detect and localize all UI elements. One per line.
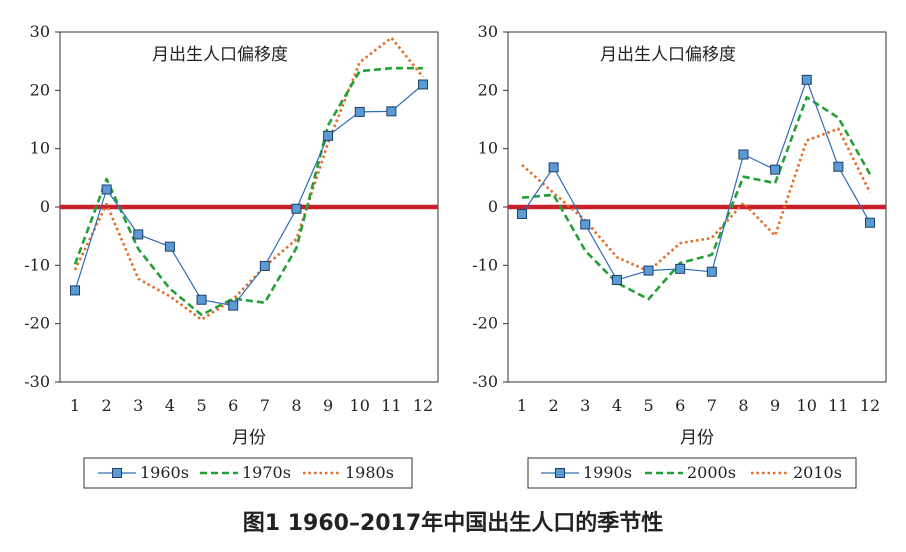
series-line-1960s bbox=[74, 84, 424, 307]
data-point-1960s bbox=[133, 229, 144, 240]
x-tick-label: 9 bbox=[770, 396, 780, 415]
data-point-1960s bbox=[101, 184, 112, 195]
x-tick-label: 8 bbox=[291, 396, 301, 415]
series-line-1970s bbox=[73, 66, 423, 317]
data-point-1990s bbox=[865, 217, 875, 228]
data-point-1990s bbox=[738, 149, 749, 160]
x-tick-label: 4 bbox=[165, 396, 175, 415]
y-tick-label: 10 bbox=[478, 139, 498, 158]
chart-title: 月出生人口偏移度 bbox=[152, 45, 288, 65]
series-line-1980s bbox=[73, 36, 425, 321]
data-point-1960s bbox=[418, 79, 428, 90]
x-tick-label: 5 bbox=[196, 396, 206, 415]
data-point-1990s bbox=[580, 219, 591, 230]
data-point-1990s bbox=[706, 266, 717, 277]
legend-box bbox=[83, 457, 413, 489]
x-tick-label: 12 bbox=[413, 396, 433, 415]
y-tick-label: -30 bbox=[24, 372, 50, 391]
figure-caption: 图1 1960–2017年中国出生人口的季节性 bbox=[242, 511, 664, 536]
x-tick-label: 12 bbox=[860, 396, 880, 415]
series-line-2010s bbox=[521, 127, 872, 273]
legend-label-1960s: 1960s bbox=[140, 463, 189, 482]
legend: 1960s 1970s 1980s bbox=[83, 457, 413, 489]
data-point-1990s bbox=[770, 164, 781, 175]
data-point-1960s bbox=[70, 285, 80, 296]
legend-label-1980s: 1980s bbox=[345, 463, 394, 482]
y-tick-label: -20 bbox=[24, 314, 50, 333]
x-tick-label: 2 bbox=[549, 396, 559, 415]
x-tick-label: 7 bbox=[707, 396, 717, 415]
legend-label-1990s: 1990s bbox=[583, 463, 632, 482]
x-tick-label: 1 bbox=[70, 396, 80, 415]
y-tick-label: 0 bbox=[40, 197, 50, 216]
x-tick-label: 2 bbox=[102, 396, 112, 415]
x-tick-label: 3 bbox=[580, 396, 590, 415]
data-point-1990s bbox=[548, 162, 559, 173]
x-tick-label: 11 bbox=[828, 396, 848, 415]
y-tick-label: -10 bbox=[24, 255, 50, 274]
data-point-1960s bbox=[354, 106, 365, 117]
data-point-1990s bbox=[675, 263, 686, 274]
y-tick-label: 30 bbox=[478, 22, 498, 41]
data-point-1960s bbox=[291, 203, 302, 214]
x-tick-label: 11 bbox=[381, 396, 401, 415]
x-tick-label: 3 bbox=[133, 396, 143, 415]
x-axis: 1 2 3 4 5 6 7 8 9 10 11 12 bbox=[517, 396, 880, 415]
y-tick-label: 20 bbox=[478, 80, 498, 99]
y-tick-label: 20 bbox=[30, 80, 50, 99]
y-tick-label: -10 bbox=[472, 255, 498, 274]
x-tick-label: 6 bbox=[675, 396, 685, 415]
data-point-1960s bbox=[228, 300, 239, 311]
x-tick-label: 1 bbox=[517, 396, 527, 415]
data-point-1960s bbox=[323, 130, 334, 141]
x-tick-label: 5 bbox=[643, 396, 653, 415]
data-point-1960s bbox=[196, 294, 207, 305]
y-tick-label: 10 bbox=[30, 139, 50, 158]
data-point-1960s bbox=[259, 260, 270, 271]
legend-marker-1990s bbox=[555, 468, 565, 478]
y-tick-label: 30 bbox=[30, 22, 50, 41]
legend-box bbox=[527, 457, 857, 489]
legend-label-2000s: 2000s bbox=[687, 463, 736, 482]
legend-label-1970s: 1970s bbox=[242, 463, 291, 482]
data-point-1960s bbox=[164, 241, 175, 252]
y-tick-label: 0 bbox=[488, 197, 498, 216]
chart-title: 月出生人口偏移度 bbox=[600, 45, 736, 65]
x-tick-label: 10 bbox=[797, 396, 817, 415]
x-tick-label: 4 bbox=[612, 396, 622, 415]
data-point-1990s bbox=[833, 161, 844, 172]
y-tick-label: -30 bbox=[472, 372, 498, 391]
legend: 1990s 2000s 2010s bbox=[527, 457, 857, 489]
series-line-1990s bbox=[521, 79, 871, 281]
data-point-1990s bbox=[611, 274, 622, 285]
data-point-1990s bbox=[801, 74, 812, 85]
y-axis: 30 20 10 0 -10 -20 -30 bbox=[472, 22, 508, 391]
x-tick-label: 9 bbox=[323, 396, 333, 415]
x-tick-label: 8 bbox=[738, 396, 748, 415]
x-axis-label: 月份 bbox=[232, 428, 266, 448]
legend-marker-1960s bbox=[112, 468, 122, 478]
data-point-1990s bbox=[517, 209, 527, 219]
x-axis-label: 月份 bbox=[680, 428, 714, 448]
series-line-2000s bbox=[521, 96, 872, 301]
x-tick-label: 10 bbox=[350, 396, 370, 415]
y-axis: 30 20 10 0 -10 -20 -30 bbox=[24, 22, 60, 391]
data-point-1990s bbox=[643, 265, 654, 276]
x-tick-label: 6 bbox=[228, 396, 238, 415]
y-tick-label: -20 bbox=[472, 314, 498, 333]
legend-label-2010s: 2010s bbox=[793, 463, 842, 482]
x-axis: 1 2 3 4 5 6 7 8 9 10 11 12 bbox=[70, 396, 433, 415]
data-point-1960s bbox=[386, 106, 397, 117]
x-tick-label: 7 bbox=[260, 396, 270, 415]
